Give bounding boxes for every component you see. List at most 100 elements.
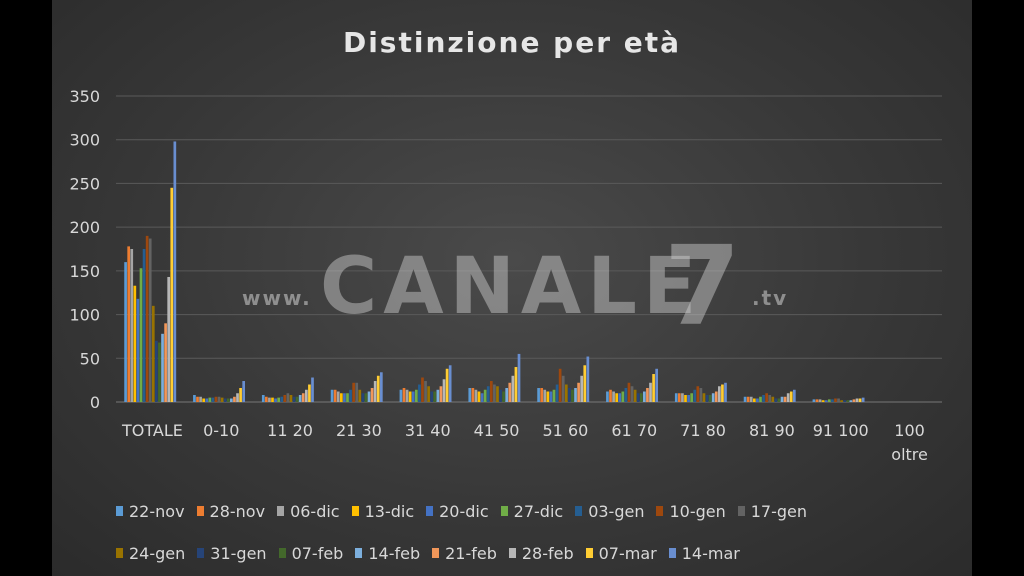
bar-22-nov <box>674 393 678 402</box>
bar-28-nov <box>196 396 199 402</box>
legend: 22-nov 28-nov 06-dic 13-dic 20-dic 27-dic 03-g… <box>116 490 976 574</box>
watermark-number: 7 <box>664 222 741 350</box>
bar-20-dic <box>618 393 622 402</box>
bar-13-dic <box>133 285 137 402</box>
bar-03-gen <box>762 395 765 402</box>
legend-swatch <box>656 506 664 516</box>
bar-13-dic <box>615 393 619 402</box>
bar-24-gen <box>633 389 637 402</box>
bar-07-feb <box>639 393 643 402</box>
bar-14-feb <box>574 388 577 402</box>
legend-swatch <box>426 506 434 516</box>
bar-20-dic <box>411 391 415 402</box>
bar-06-dic <box>749 396 753 402</box>
y-tick-label: 200 <box>69 218 100 237</box>
chart-panel: Distinzione per età 0 50 100 150 200 250 300 35… <box>52 0 972 576</box>
bar-03-gen <box>693 389 697 402</box>
bar-13-dic <box>477 391 481 402</box>
bar-22-nov <box>330 389 334 402</box>
bar-20-dic <box>549 391 553 402</box>
bar-06-dic <box>681 393 684 402</box>
bar-24-gen <box>771 396 775 402</box>
bar-31-gen <box>499 389 502 402</box>
legend-item: 07-feb <box>278 543 344 563</box>
bar-28-feb <box>855 398 859 402</box>
x-tick-label: 41 50 <box>474 421 520 440</box>
bar-17-gen <box>217 396 221 402</box>
bar-21-feb <box>370 388 374 402</box>
bar-03-gen <box>280 396 284 402</box>
bar-17-gen <box>355 382 359 402</box>
bar-24-gen <box>220 397 224 402</box>
bar-07-feb <box>433 391 437 402</box>
legend-item: 22-nov <box>116 502 185 521</box>
bar-14-feb <box>505 388 509 402</box>
bar-14-feb <box>367 391 371 402</box>
bar-07-mar <box>789 391 793 402</box>
bar-14-feb <box>849 400 853 402</box>
bar-31-gen <box>223 398 227 402</box>
x-tick-label: 61 70 <box>611 421 657 440</box>
bar-31-gen <box>774 398 778 402</box>
x-tick-label: 31 40 <box>405 421 451 440</box>
bar-28-nov <box>127 246 131 402</box>
bar-27-dic <box>208 397 212 402</box>
bar-24-gen <box>702 393 706 402</box>
bar-13-dic <box>684 395 687 402</box>
bar-31-gen <box>361 393 365 402</box>
x-tick-label: 21 30 <box>336 421 382 440</box>
bar-06-dic <box>268 397 271 402</box>
bar-14-mar <box>379 372 383 402</box>
bar-03-gen <box>349 389 352 402</box>
bar-31-gen <box>568 388 571 402</box>
bar-21-feb <box>301 393 305 402</box>
bar-14-mar <box>517 353 521 402</box>
bar-24-gen <box>427 386 430 402</box>
bar-07-feb <box>846 400 850 402</box>
bar-07-feb <box>708 395 712 402</box>
legend-swatch <box>432 548 440 558</box>
bar-28-feb <box>718 386 721 402</box>
bar-06-dic <box>818 399 822 402</box>
bar-27-dic <box>139 268 143 402</box>
bar-28-nov <box>609 389 612 402</box>
bar-10-gen <box>627 382 631 402</box>
legend-label: 22-nov <box>129 501 185 521</box>
bar-14-feb <box>298 395 302 402</box>
legend-label: 31-gen <box>210 543 267 563</box>
bar-28-feb <box>305 389 308 402</box>
bar-14-mar <box>861 397 865 402</box>
bar-31-gen <box>430 391 434 402</box>
bar-06-dic <box>130 249 134 402</box>
bar-17-gen <box>424 381 427 402</box>
bar-28-nov <box>333 389 337 402</box>
bar-21-feb <box>508 382 512 402</box>
x-tick-label: 71 80 <box>680 421 726 440</box>
bar-21-feb <box>852 399 856 402</box>
bar-14-mar <box>724 382 727 402</box>
legend-label: 07-feb <box>291 543 344 563</box>
legend-label: 24-gen <box>129 543 186 563</box>
bar-22-nov <box>261 395 265 402</box>
bar-28-nov <box>815 399 819 402</box>
legend-item: 20-dic <box>426 502 489 521</box>
bar-03-gen <box>831 399 834 402</box>
bar-22-nov <box>743 396 747 402</box>
bar-24-gen <box>151 305 155 402</box>
bar-21-feb <box>577 382 580 402</box>
bar-24-gen <box>358 389 362 402</box>
legend-swatch <box>278 548 286 558</box>
bar-28-nov <box>746 396 750 402</box>
bar-14-mar <box>792 389 796 402</box>
y-tick-label: 50 <box>80 349 100 368</box>
legend-item: 28-feb <box>508 544 574 563</box>
bar-28-nov <box>471 388 475 402</box>
legend-item: 10-gen <box>656 502 726 521</box>
bar-14-feb <box>643 391 646 402</box>
bar-27-dic <box>414 389 418 402</box>
bar-27-dic <box>827 399 831 402</box>
legend-swatch <box>351 506 359 516</box>
legend-swatch <box>197 548 205 558</box>
legend-swatch <box>277 506 285 516</box>
bar-07-feb <box>571 389 574 402</box>
